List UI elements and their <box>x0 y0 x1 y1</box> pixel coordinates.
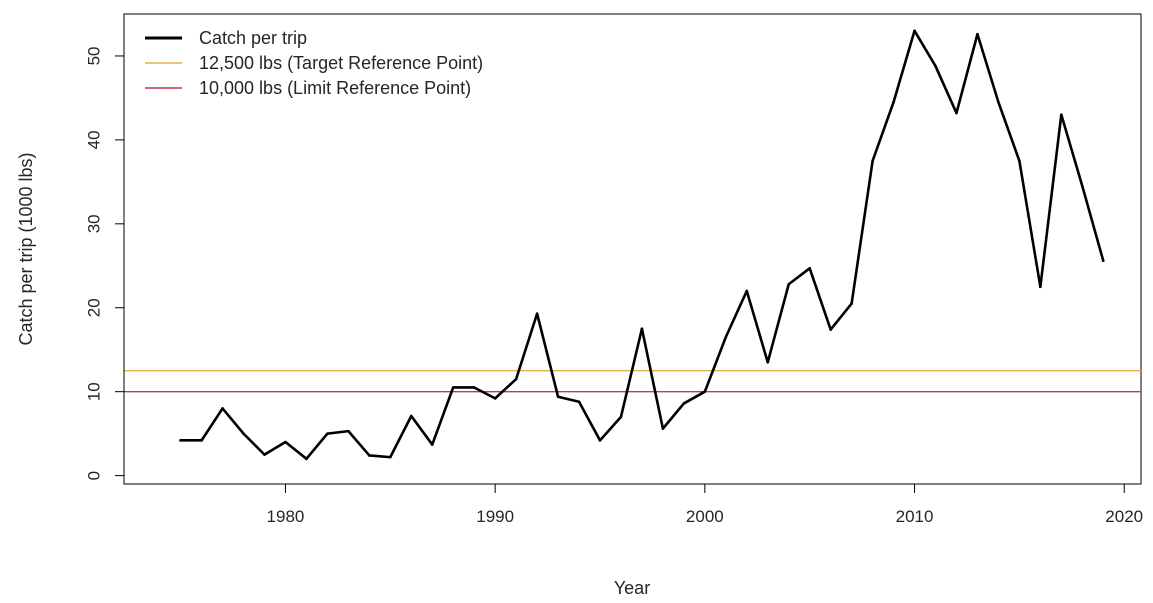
y-tick-label: 20 <box>85 298 104 317</box>
data-point <box>955 111 958 115</box>
data-point <box>1039 285 1042 289</box>
y-axis-title: Catch per trip (1000 lbs) <box>16 152 36 345</box>
legend-label-target: 12,500 lbs (Target Reference Point) <box>199 53 483 73</box>
y-tick-label: 50 <box>85 47 104 66</box>
data-point <box>871 159 874 163</box>
data-point <box>787 282 791 286</box>
data-point <box>347 429 350 433</box>
data-point <box>766 361 770 364</box>
legend: Catch per trip 12,500 lbs (Target Refere… <box>145 28 483 98</box>
data-point <box>850 302 853 305</box>
data-point <box>368 454 371 457</box>
data-point <box>472 386 476 389</box>
y-tick-label: 40 <box>85 130 104 149</box>
data-point <box>1060 113 1063 117</box>
series-group <box>179 29 1105 461</box>
data-point <box>242 432 245 435</box>
data-point <box>430 443 434 446</box>
data-point <box>221 407 224 410</box>
data-point <box>1018 159 1021 163</box>
data-point <box>892 100 895 104</box>
data-point <box>326 432 329 435</box>
data-point <box>913 29 916 33</box>
y-tick-label: 30 <box>85 214 104 233</box>
data-point <box>284 440 287 444</box>
x-tick-label: 1980 <box>267 507 305 526</box>
data-point <box>493 397 497 400</box>
legend-label-catch-per-trip: Catch per trip <box>199 28 307 48</box>
data-point <box>934 64 937 68</box>
x-tick-label: 2020 <box>1105 507 1143 526</box>
data-point <box>389 455 392 459</box>
data-point <box>577 400 581 404</box>
data-point <box>263 453 266 456</box>
y-axis: 0 10 20 30 40 50 <box>85 47 125 480</box>
data-point <box>997 100 1000 104</box>
x-tick-label: 2000 <box>686 507 724 526</box>
data-point <box>305 457 308 461</box>
x-axis: 1980 1990 2000 2010 2020 <box>267 483 1143 526</box>
x-axis-title: Year <box>614 578 650 598</box>
data-point <box>598 439 602 442</box>
data-point <box>514 377 518 381</box>
data-point <box>829 328 832 331</box>
data-point <box>703 390 707 393</box>
data-point <box>179 439 182 442</box>
data-point <box>619 415 623 419</box>
legend-label-limit: 10,000 lbs (Limit Reference Point) <box>199 78 471 98</box>
data-point <box>808 267 811 270</box>
y-tick-label: 0 <box>85 471 104 480</box>
data-point <box>682 402 686 405</box>
y-tick-label: 10 <box>85 382 104 401</box>
data-point <box>640 327 644 331</box>
x-tick-label: 1990 <box>476 507 514 526</box>
x-tick-label: 2010 <box>896 507 934 526</box>
data-point <box>1101 259 1105 263</box>
data-point <box>976 32 979 36</box>
data-point <box>1080 184 1084 188</box>
data-point <box>535 312 539 315</box>
data-point <box>745 289 749 293</box>
data-point <box>724 335 728 339</box>
data-point <box>661 427 665 430</box>
data-point <box>200 439 203 442</box>
data-point <box>556 395 560 399</box>
data-point <box>451 386 455 389</box>
data-point <box>409 414 413 418</box>
